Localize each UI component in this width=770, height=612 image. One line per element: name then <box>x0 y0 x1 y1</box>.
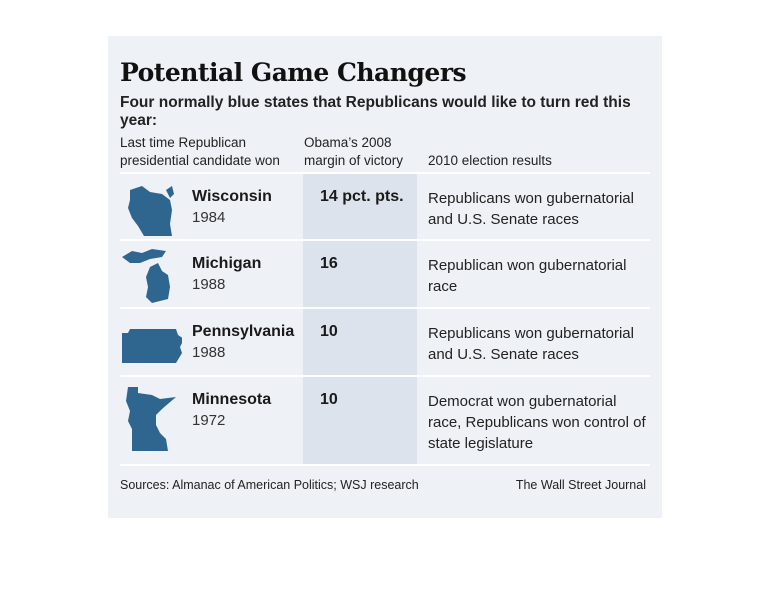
state-name: Pennsylvania <box>192 323 295 340</box>
graphic-title: Potential Game Changers <box>120 58 467 87</box>
minnesota-map-icon <box>126 387 176 451</box>
header-obama-margin: Obama’s 2008 margin of victory <box>304 134 422 170</box>
publication-credit: The Wall Street Journal <box>515 478 646 492</box>
divider <box>120 239 650 241</box>
state-name: Minnesota <box>192 391 272 408</box>
result-text: Republicans won gubernatorial and U.S. S… <box>428 190 634 228</box>
header-text: Obama’s 2008 margin of victory <box>304 135 404 168</box>
divider <box>120 307 650 309</box>
header-last-republican-win: Last time Republican presidential candid… <box>120 134 300 170</box>
margin-column-highlight <box>303 174 417 464</box>
table-row-minnesota: Minnesota 1972 10 Democrat won gubernato… <box>108 377 662 465</box>
state-year: 1988 <box>192 276 226 293</box>
state-name: Michigan <box>192 255 262 272</box>
state-year: 1984 <box>192 209 226 226</box>
wisconsin-map-icon <box>128 186 174 236</box>
margin-value: 16 <box>320 255 338 272</box>
margin-value: 10 <box>320 323 338 340</box>
state-name: Wisconsin <box>192 188 272 205</box>
graphic-card: Potential Game Changers Four normally bl… <box>108 36 662 518</box>
state-year: 1972 <box>192 412 226 429</box>
graphic-subtitle: Four normally blue states that Republica… <box>120 94 631 129</box>
state-year: 1988 <box>192 344 226 361</box>
divider <box>120 375 650 377</box>
header-text: Last time Republican presidential candid… <box>120 135 280 168</box>
result-text: Republicans won gubernatorial and U.S. S… <box>428 325 634 363</box>
pennsylvania-map-icon <box>122 329 182 363</box>
margin-value: 10 <box>320 391 338 408</box>
sources-note: Sources: Almanac of American Politics; W… <box>120 478 419 492</box>
table-row-wisconsin: Wisconsin 1984 14 pct. pts. Republicans … <box>108 174 662 240</box>
header-2010-results: 2010 election results <box>428 153 552 168</box>
table-row-pennsylvania: Pennsylvania 1988 10 Republicans won gub… <box>108 309 662 375</box>
table-row-michigan: Michigan 1988 16 Republican won gubernat… <box>108 241 662 307</box>
divider <box>120 464 650 466</box>
result-text: Democrat won gubernatorial race, Republi… <box>428 393 646 452</box>
result-text: Republican won gubernatorial race <box>428 257 627 295</box>
michigan-map-icon <box>122 249 170 303</box>
margin-value: 14 pct. pts. <box>320 188 404 205</box>
divider <box>120 172 650 174</box>
